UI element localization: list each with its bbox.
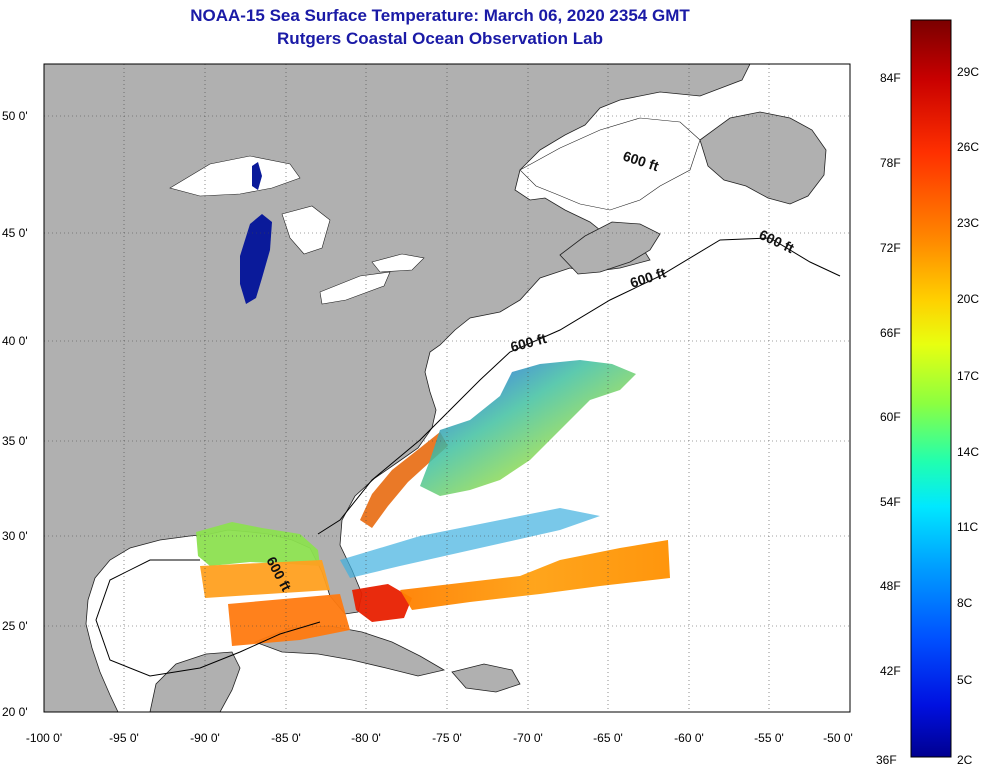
land-nova-scotia xyxy=(559,221,661,275)
lon-label: -75 0' xyxy=(432,731,462,745)
lon-label: -55 0' xyxy=(754,731,784,745)
lake-michigan xyxy=(240,214,272,304)
map-subtitle: Rutgers Coastal Ocean Observation Lab xyxy=(277,29,603,48)
lon-label: -65 0' xyxy=(593,731,623,745)
colorbar-fahrenheit-labels: 84F 78F 72F 66F 60F 54F 48F 42F 36F xyxy=(876,71,901,767)
lon-label: -85 0' xyxy=(271,731,301,745)
land-yucatan xyxy=(149,651,241,712)
sst-florida-straits xyxy=(352,584,412,622)
sst-gulf-north xyxy=(196,522,320,566)
colorbar-c-label: 26C xyxy=(957,140,979,154)
colorbar-c-label: 20C xyxy=(957,292,979,306)
colorbar-c-label: 2C xyxy=(957,753,973,767)
colorbar-c-label: 5C xyxy=(957,673,973,687)
colorbar-f-label: 72F xyxy=(880,241,901,255)
lon-label: -70 0' xyxy=(513,731,543,745)
colorbar-f-label: 54F xyxy=(880,495,901,509)
sst-gulf-band1 xyxy=(200,560,330,598)
lon-label: -80 0' xyxy=(351,731,381,745)
lon-label: -60 0' xyxy=(674,731,704,745)
colorbar-c-label: 23C xyxy=(957,216,979,230)
land-north-america xyxy=(44,64,751,712)
sst-atlantic-south xyxy=(400,540,670,610)
lake-winnipeg xyxy=(252,162,262,190)
colorbar-c-label: 29C xyxy=(957,65,979,79)
colorbar-c-label: 11C xyxy=(957,520,978,534)
isobath-600ft xyxy=(95,237,841,677)
land-newfoundland xyxy=(699,111,827,205)
land-hispaniola xyxy=(451,663,521,693)
colorbar-c-label: 17C xyxy=(957,369,979,383)
colorbar-f-label: 36F xyxy=(876,753,897,767)
lat-label: 25 0' xyxy=(2,619,28,633)
longitude-axis: -100 0' -95 0' -90 0' -85 0' -80 0' -75 … xyxy=(26,731,853,745)
colorbar-f-label: 66F xyxy=(880,326,901,340)
lake-superior xyxy=(169,155,301,197)
sst-streaks xyxy=(340,508,600,578)
colorbar-c-label: 14C xyxy=(957,445,979,459)
lat-label: 30 0' xyxy=(2,529,28,543)
lon-label: -50 0' xyxy=(823,731,853,745)
colorbar-f-label: 60F xyxy=(880,410,901,424)
lake-erie xyxy=(319,271,391,305)
colorbar-f-label: 42F xyxy=(880,664,901,678)
lat-label: 45 0' xyxy=(2,226,28,240)
lake-huron xyxy=(281,205,331,255)
colorbar-f-label: 48F xyxy=(880,579,901,593)
lat-label: 35 0' xyxy=(2,434,28,448)
colorbar-celsius-labels: 29C 26C 23C 20C 17C 14C 11C 8C 5C 2C xyxy=(957,65,979,767)
colorbar xyxy=(910,19,952,758)
sst-gulf-band2 xyxy=(228,594,350,646)
graticule xyxy=(44,64,850,712)
latitude-axis: 20 0' 25 0' 30 0' 35 0' 40 0' 45 0' 50 0… xyxy=(2,109,28,719)
colorbar-f-label: 78F xyxy=(880,156,901,170)
lat-label: 20 0' xyxy=(2,705,28,719)
lat-label: 40 0' xyxy=(2,334,28,348)
colorbar-f-label: 84F xyxy=(880,71,901,85)
st-lawrence-gulf xyxy=(519,117,701,211)
map-title: NOAA-15 Sea Surface Temperature: March 0… xyxy=(190,6,690,25)
lat-label: 50 0' xyxy=(2,109,28,123)
lon-label: -95 0' xyxy=(109,731,139,745)
lon-label: -90 0' xyxy=(190,731,220,745)
lake-ontario xyxy=(371,253,425,273)
colorbar-c-label: 8C xyxy=(957,596,973,610)
lon-label: -100 0' xyxy=(26,731,62,745)
sst-gulf-stream xyxy=(360,432,448,528)
